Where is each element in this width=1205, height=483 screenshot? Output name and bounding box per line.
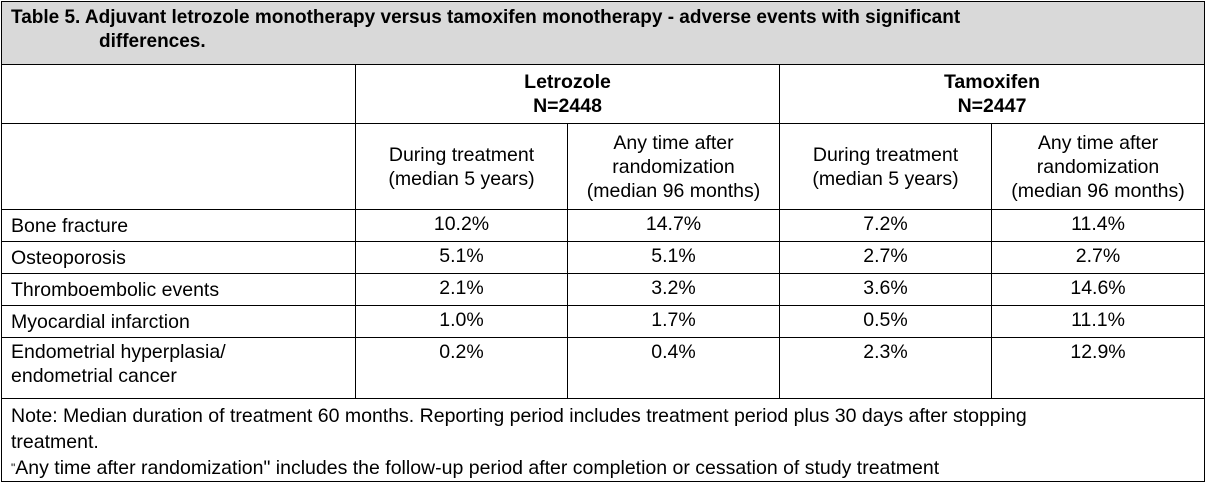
note-line-2: treatment.	[11, 431, 99, 453]
table-cell: 0.2%	[355, 337, 568, 399]
table-cell: 0.4%	[567, 337, 780, 399]
row-label-line: Endometrial hyperplasia/	[11, 341, 226, 363]
table-cell: 7.2%	[779, 209, 992, 242]
subheader-tamoxifen-during: During treatment (median 5 years)	[779, 123, 992, 210]
empty-subheader-cell	[1, 123, 356, 210]
row-label: Myocardial infarction	[1, 305, 356, 338]
table-cell: 0.5%	[779, 305, 992, 338]
subheader-line: Any time after	[613, 131, 734, 154]
row-label: Bone fracture	[1, 209, 356, 242]
table-cell: 14.6%	[990, 273, 1205, 306]
table-title-line-1: Table 5. Adjuvant letrozole monotherapy …	[11, 7, 961, 28]
row-label: Osteoporosis	[1, 241, 356, 274]
table-cell: 10.2%	[355, 209, 568, 242]
table-cell: 2.1%	[355, 273, 568, 306]
table-cell: 14.7%	[567, 209, 780, 242]
group-n: N=2447	[957, 95, 1027, 117]
table-cell: 2.7%	[990, 241, 1205, 274]
table-cell: 2.3%	[779, 337, 992, 399]
table-row: Myocardial infarction 1.0% 1.7% 0.5% 11.…	[1, 305, 1205, 338]
table-title: Table 5. Adjuvant letrozole monotherapy …	[0, 1, 1205, 65]
group-name: Letrozole	[524, 71, 611, 93]
table-cell: 5.1%	[567, 241, 780, 274]
table-row: Bone fracture 10.2% 14.7% 7.2% 11.4%	[1, 209, 1205, 242]
subheader-line: During treatment	[812, 143, 959, 166]
table-title-line-2: differences.	[99, 31, 206, 52]
table-cell: 1.0%	[355, 305, 568, 338]
table-cell: 5.1%	[355, 241, 568, 274]
note-line-3: "Any time after randomization" includes …	[11, 455, 1195, 481]
row-label-line: endometrial cancer	[11, 365, 177, 387]
note-quote-mark: "	[11, 461, 16, 475]
row-label: Thromboembolic events	[1, 273, 356, 306]
table-cell: 12.9%	[990, 337, 1205, 399]
table-row: Osteoporosis 5.1% 5.1% 2.7% 2.7%	[1, 241, 1205, 274]
subheader-line: During treatment	[388, 143, 535, 166]
group-n: N=2448	[533, 95, 602, 117]
table-row: Endometrial hyperplasia/ endometrial can…	[1, 337, 1205, 399]
note-line-1: Note: Median duration of treatment 60 mo…	[11, 405, 1027, 427]
table-cell: 11.1%	[990, 305, 1205, 338]
subheader-letrozole-during: During treatment (median 5 years)	[355, 123, 568, 210]
table-cell: 1.7%	[567, 305, 780, 338]
subheader-line: (median 96 months)	[586, 179, 761, 202]
table-notes: Note: Median duration of treatment 60 mo…	[0, 398, 1205, 482]
subheader-line: (median 5 years)	[812, 167, 959, 190]
group-header-tamoxifen: Tamoxifen N=2447	[778, 64, 1205, 124]
empty-header-cell	[1, 64, 356, 124]
subheader-line: randomization	[1036, 155, 1160, 178]
table-cell: 11.4%	[990, 209, 1205, 242]
group-name: Tamoxifen	[943, 71, 1041, 93]
table-cell: 3.6%	[779, 273, 992, 306]
subheader-line: Any time after	[1037, 131, 1159, 154]
group-header-letrozole: Letrozole N=2448	[355, 64, 780, 124]
subheader-letrozole-any-time: Any time after randomization (median 96 …	[567, 123, 780, 210]
table-row: Thromboembolic events 2.1% 3.2% 3.6% 14.…	[1, 273, 1205, 306]
subheader-tamoxifen-any-time: Any time after randomization (median 96 …	[990, 123, 1205, 210]
subheader-line: (median 96 months)	[1011, 179, 1185, 202]
table-cell: 2.7%	[779, 241, 992, 274]
table-cell: 3.2%	[567, 273, 780, 306]
note-line-3-text: Any time after randomization" includes t…	[15, 457, 940, 479]
subheader-line: (median 5 years)	[388, 167, 535, 190]
subheader-line: randomization	[612, 155, 735, 178]
row-label: Endometrial hyperplasia/ endometrial can…	[1, 337, 356, 399]
